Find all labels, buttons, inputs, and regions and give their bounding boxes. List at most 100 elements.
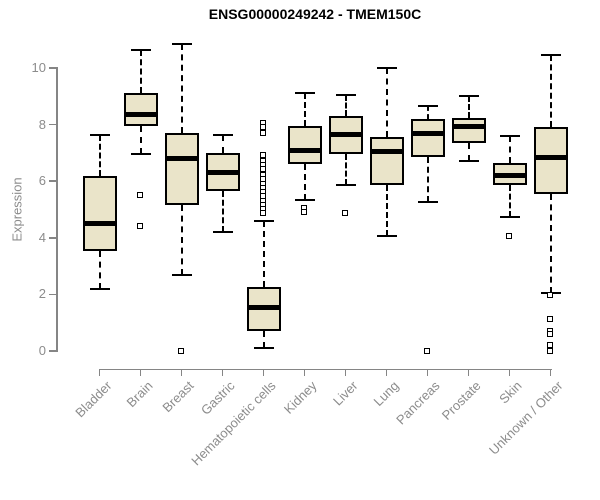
lower-whisker-cap <box>89 287 110 290</box>
outlier-point <box>137 191 143 198</box>
outlier-point <box>342 210 348 217</box>
outlier-point <box>506 232 512 239</box>
x-axis-tick <box>180 369 183 376</box>
upper-whisker <box>549 55 552 128</box>
x-axis-tick <box>426 369 429 376</box>
outlier-point <box>137 222 143 229</box>
lower-whisker <box>262 331 265 349</box>
upper-whisker <box>467 96 470 118</box>
upper-whisker-cap <box>89 133 110 136</box>
lower-whisker-cap <box>335 184 356 187</box>
upper-whisker <box>139 49 142 94</box>
iqr-box <box>287 126 322 165</box>
lower-whisker-cap <box>212 231 233 234</box>
lower-whisker <box>467 142 470 162</box>
y-axis-line <box>56 67 58 352</box>
upper-whisker-cap <box>335 93 356 96</box>
outlier-point <box>260 166 266 173</box>
chart-title: ENSG00000249242 - TMEM150C <box>208 6 422 22</box>
upper-whisker-cap <box>540 54 561 57</box>
outlier-point <box>547 330 553 337</box>
y-axis-tick <box>49 237 56 239</box>
x-axis-tick <box>98 369 101 376</box>
iqr-box <box>369 137 404 186</box>
upper-whisker <box>385 68 388 138</box>
median-line <box>492 173 527 179</box>
iqr-box <box>123 93 158 126</box>
upper-whisker <box>180 43 183 134</box>
lower-whisker <box>508 185 511 217</box>
median-line <box>410 130 445 136</box>
median-line <box>287 147 322 153</box>
median-line <box>82 221 117 227</box>
lower-whisker-cap <box>499 215 520 218</box>
lower-whisker <box>426 157 429 203</box>
y-axis-tick-label: 2 <box>38 286 46 302</box>
x-axis-tick <box>344 369 347 376</box>
outlier-point <box>547 316 553 323</box>
upper-whisker-cap <box>458 95 479 98</box>
median-line <box>164 156 199 162</box>
median-line <box>328 132 363 137</box>
x-axis-category-label: Unknown / Other <box>485 378 566 458</box>
upper-whisker-cap <box>499 134 520 137</box>
lower-whisker-cap <box>130 153 151 156</box>
outlier-point <box>424 347 430 354</box>
outlier-point <box>301 208 307 215</box>
median-line <box>123 112 158 118</box>
y-axis-tick <box>49 123 56 126</box>
lower-whisker-cap <box>294 198 315 201</box>
x-axis-tick <box>385 369 388 376</box>
iqr-box <box>451 117 486 143</box>
x-axis-tick <box>508 369 511 376</box>
upper-whisker-cap <box>294 92 315 95</box>
upper-whisker <box>426 106 429 119</box>
outlier-point <box>547 341 553 348</box>
iqr-box <box>533 127 568 194</box>
upper-whisker <box>98 134 101 176</box>
median-line <box>533 154 568 160</box>
upper-whisker-cap <box>376 67 397 69</box>
y-axis-tick-label: 0 <box>38 343 46 358</box>
outlier-point <box>260 152 266 159</box>
x-axis-tick <box>549 369 552 376</box>
y-axis-tick <box>49 67 56 69</box>
median-line <box>451 123 486 129</box>
x-axis-tick <box>262 369 265 376</box>
x-axis-tick <box>467 369 470 376</box>
outlier-point <box>260 210 266 217</box>
upper-whisker <box>262 220 265 288</box>
median-line <box>246 304 281 310</box>
lower-whisker-cap <box>376 235 397 238</box>
lower-whisker-cap <box>458 160 479 163</box>
upper-whisker <box>508 135 511 163</box>
upper-whisker <box>344 94 347 117</box>
x-axis-tick <box>221 369 224 376</box>
y-axis-tick <box>49 293 56 296</box>
lower-whisker-cap <box>253 347 274 350</box>
y-axis-tick-label: 4 <box>38 229 46 245</box>
upper-whisker-cap <box>130 48 151 51</box>
lower-whisker <box>385 185 388 237</box>
y-axis-tick <box>49 350 56 352</box>
outlier-point <box>260 129 266 136</box>
iqr-box <box>164 133 199 206</box>
upper-whisker-cap <box>171 42 192 45</box>
lower-whisker <box>344 154 347 186</box>
upper-whisker-cap <box>417 105 438 108</box>
upper-whisker <box>303 93 306 126</box>
x-axis-tick <box>139 369 142 376</box>
lower-whisker <box>303 164 306 200</box>
outlier-point <box>178 347 184 354</box>
upper-whisker-cap <box>253 219 274 222</box>
lower-whisker <box>549 193 552 293</box>
y-axis-tick-label: 10 <box>31 60 46 75</box>
iqr-box <box>82 175 117 251</box>
lower-whisker <box>180 205 183 275</box>
lower-whisker-cap <box>417 201 438 204</box>
x-axis-tick <box>303 369 306 376</box>
lower-whisker <box>139 126 142 155</box>
y-axis-tick <box>49 180 56 182</box>
lower-whisker <box>221 191 224 233</box>
